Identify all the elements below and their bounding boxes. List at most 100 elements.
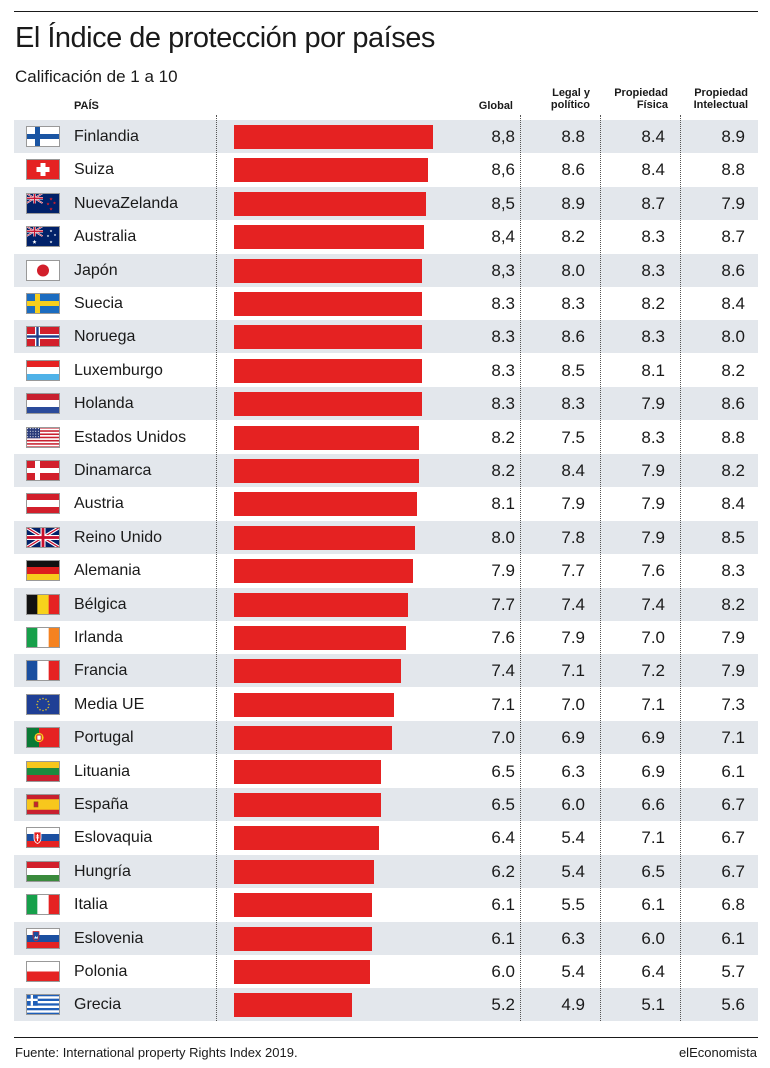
country-label: España (74, 796, 129, 813)
table-row: Grecia 5.2 4.9 5.1 5.6 (14, 988, 758, 1022)
value-intelectual: 5.7 (721, 962, 745, 981)
value-legal: 8.2 (561, 227, 585, 247)
spain-flag-icon (26, 794, 60, 815)
value-fisica: 7.6 (641, 561, 665, 581)
bar-global (234, 759, 381, 784)
bar-global (234, 392, 422, 417)
table-row: Dinamarca 8.2 8.4 7.9 8.2 (14, 454, 758, 487)
column-header-intelectual: Propiedad Intelectual (680, 87, 748, 111)
value-global: 6.0 (491, 962, 515, 981)
value-legal: 7.1 (561, 661, 585, 681)
divider-bars (216, 115, 217, 1021)
table-row: Irlanda 7.6 7.9 7.0 7.9 (14, 621, 758, 654)
country-label: Alemania (74, 562, 141, 580)
value-fisica: 6.1 (641, 895, 665, 915)
column-header-country: PAÍS (74, 100, 99, 112)
value-legal: 6.3 (561, 761, 585, 781)
value-fisica: 6.5 (641, 861, 665, 881)
table-row: Estados Unidos 8.2 7.5 8.3 8.8 (14, 421, 758, 454)
value-intelectual: 6.8 (721, 895, 745, 915)
poland-flag-icon (26, 961, 60, 983)
value-global: 8.3 (491, 360, 515, 380)
value-global: 8.0 (491, 527, 515, 547)
value-global: 8.3 (491, 327, 515, 347)
value-global: 7.1 (491, 694, 515, 714)
bar-global (234, 559, 413, 584)
column-header-legal-line1: Legal y (552, 87, 590, 99)
uk-flag-icon (25, 525, 61, 550)
value-legal: 8.6 (561, 160, 585, 180)
table-row: Portugal 7.0 6.9 6.9 7.1 (14, 721, 758, 755)
bar-global (234, 926, 372, 951)
norway-flag-icon (26, 326, 60, 348)
value-intelectual: 6.7 (721, 828, 745, 848)
belgium-flag-icon (26, 593, 61, 615)
country-label: Eslovaquia (74, 829, 153, 847)
value-intelectual: 8.2 (721, 461, 745, 480)
value-fisica: 7.0 (641, 628, 665, 647)
bar-global (234, 325, 422, 350)
luxembourg-flag-icon (26, 359, 60, 381)
value-global: 6.1 (491, 928, 515, 948)
bar-global (234, 859, 375, 884)
value-fisica: 6.6 (641, 795, 665, 814)
value-global: 6.2 (491, 861, 515, 881)
value-intelectual: 7.9 (721, 661, 745, 681)
bar-global (234, 292, 422, 316)
value-legal: 8.6 (561, 327, 585, 347)
value-global: 7.6 (491, 628, 515, 647)
bar-global (234, 125, 433, 149)
value-fisica: 5.1 (641, 995, 665, 1015)
value-global: 7.9 (491, 561, 515, 581)
country-label: NuevaZelanda (74, 194, 179, 212)
table-row: Bélgica 7.7 7.4 7.4 8.2 (14, 587, 758, 621)
value-intelectual: 8.8 (721, 160, 745, 180)
bar-global (234, 258, 422, 283)
bar-global (234, 225, 424, 250)
table-row: Eslovenia 6.1 6.3 6.0 6.1 (14, 921, 758, 955)
country-label: Dinamarca (74, 462, 152, 479)
column-header-global: Global (478, 100, 513, 112)
value-fisica: 7.2 (641, 661, 665, 681)
country-label: Media UE (74, 695, 145, 713)
value-legal: 7.7 (561, 561, 585, 581)
table-row: Australia 8,4 8.2 8.3 8.7 (14, 220, 758, 253)
value-intelectual: 8.4 (721, 294, 745, 313)
usa-flag-icon (26, 426, 60, 448)
value-intelectual: 6.7 (721, 795, 745, 814)
value-legal: 5.5 (561, 895, 585, 915)
value-intelectual: 8.2 (721, 594, 745, 614)
country-label: Irlanda (74, 629, 123, 646)
value-fisica: 8.3 (641, 260, 665, 280)
italy-flag-icon (26, 894, 61, 916)
value-intelectual: 6.1 (721, 761, 745, 781)
country-label: Bélgica (74, 595, 127, 613)
bar-global (234, 826, 379, 851)
value-intelectual: 8.6 (721, 260, 745, 280)
value-intelectual: 8.5 (721, 527, 745, 547)
france-flag-icon (26, 660, 61, 682)
bar-global (234, 692, 395, 717)
column-header-intelectual-line1: Propiedad (694, 87, 748, 99)
divider-global (520, 115, 521, 1021)
value-fisica: 6.0 (641, 928, 665, 948)
value-legal: 5.4 (561, 861, 585, 881)
value-legal: 7.5 (561, 427, 585, 447)
country-label: Australia (74, 228, 137, 246)
value-global: 8.3 (491, 294, 515, 313)
table-row: España 6.5 6.0 6.6 6.7 (14, 788, 758, 821)
value-fisica: 6.9 (641, 761, 665, 781)
table-row: Lituania 6.5 6.3 6.9 6.1 (14, 755, 758, 788)
table-row: Polonia 6.0 5.4 6.4 5.7 (14, 955, 758, 988)
denmark-flag-icon (26, 460, 60, 481)
value-fisica: 8.3 (641, 427, 665, 447)
value-fisica: 8.1 (641, 360, 665, 380)
table-row: Suiza 8,6 8.6 8.4 8.8 (14, 153, 758, 186)
value-intelectual: 5.6 (721, 995, 745, 1015)
source-note: Fuente: International property Rights In… (15, 1045, 298, 1060)
bar-global (234, 358, 422, 383)
value-legal: 5.4 (561, 962, 585, 981)
country-label: Francia (74, 662, 128, 680)
value-fisica: 7.1 (641, 694, 665, 714)
